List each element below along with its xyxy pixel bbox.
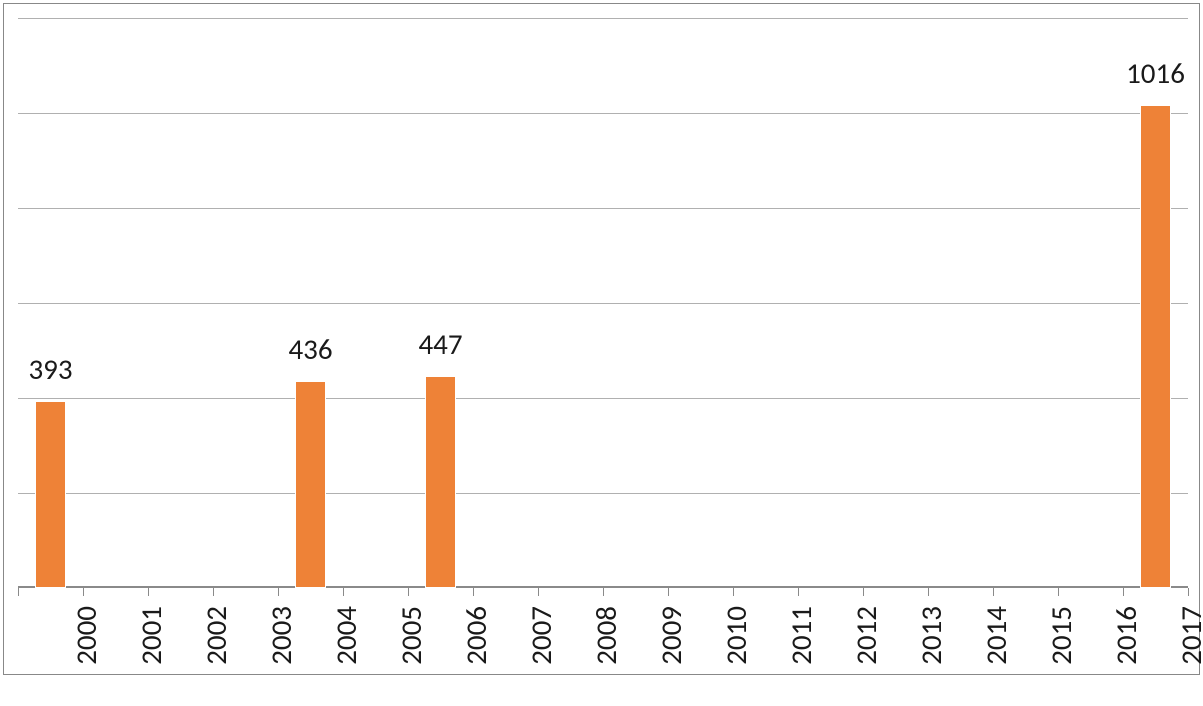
gridline <box>18 18 1188 19</box>
x-axis-label: 2010 <box>718 606 754 706</box>
x-axis-label: 2017 <box>1173 606 1203 706</box>
x-tick <box>148 588 149 596</box>
x-axis-label: 2011 <box>783 606 819 706</box>
x-tick <box>408 588 409 596</box>
x-axis-label: 2015 <box>1043 606 1079 706</box>
x-tick <box>928 588 929 596</box>
x-tick <box>473 588 474 596</box>
bar-data-label: 393 <box>1 351 101 387</box>
x-tick <box>603 588 604 596</box>
x-tick <box>668 588 669 596</box>
x-tick <box>1188 588 1189 596</box>
x-tick <box>343 588 344 596</box>
gridline <box>18 208 1188 209</box>
x-tick <box>538 588 539 596</box>
plot-area: 3932000200120022003436200420054472006200… <box>18 18 1188 588</box>
x-axis-label: 2009 <box>653 606 689 706</box>
x-axis-label: 2001 <box>133 606 169 706</box>
x-axis-label: 2005 <box>393 606 429 706</box>
x-tick <box>733 588 734 596</box>
bar <box>295 381 326 588</box>
x-tick <box>798 588 799 596</box>
x-axis-label: 2012 <box>848 606 884 706</box>
gridline <box>18 398 1188 399</box>
x-tick <box>993 588 994 596</box>
x-axis-label: 2002 <box>198 606 234 706</box>
x-tick <box>1058 588 1059 596</box>
bar <box>1140 105 1171 588</box>
x-tick <box>18 588 19 596</box>
bar-data-label: 1016 <box>1106 55 1203 91</box>
chart-container: 3932000200120022003436200420054472006200… <box>3 3 1200 675</box>
bar <box>35 401 66 588</box>
x-axis-label: 2014 <box>978 606 1014 706</box>
bar-data-label: 436 <box>261 331 361 367</box>
bar <box>425 376 456 588</box>
x-axis-label: 2016 <box>1108 606 1144 706</box>
gridline <box>18 113 1188 114</box>
x-tick <box>213 588 214 596</box>
bar-data-label: 447 <box>391 326 491 362</box>
x-axis-label: 2006 <box>458 606 494 706</box>
x-tick <box>863 588 864 596</box>
x-tick <box>1123 588 1124 596</box>
x-axis-label: 2007 <box>523 606 559 706</box>
x-axis-label: 2008 <box>588 606 624 706</box>
gridline <box>18 303 1188 304</box>
x-axis-label: 2013 <box>913 606 949 706</box>
x-axis-label: 2000 <box>68 606 104 706</box>
gridline <box>18 493 1188 494</box>
x-tick <box>83 588 84 596</box>
x-axis-label: 2003 <box>263 606 299 706</box>
x-tick <box>278 588 279 596</box>
x-axis-label: 2004 <box>328 606 364 706</box>
